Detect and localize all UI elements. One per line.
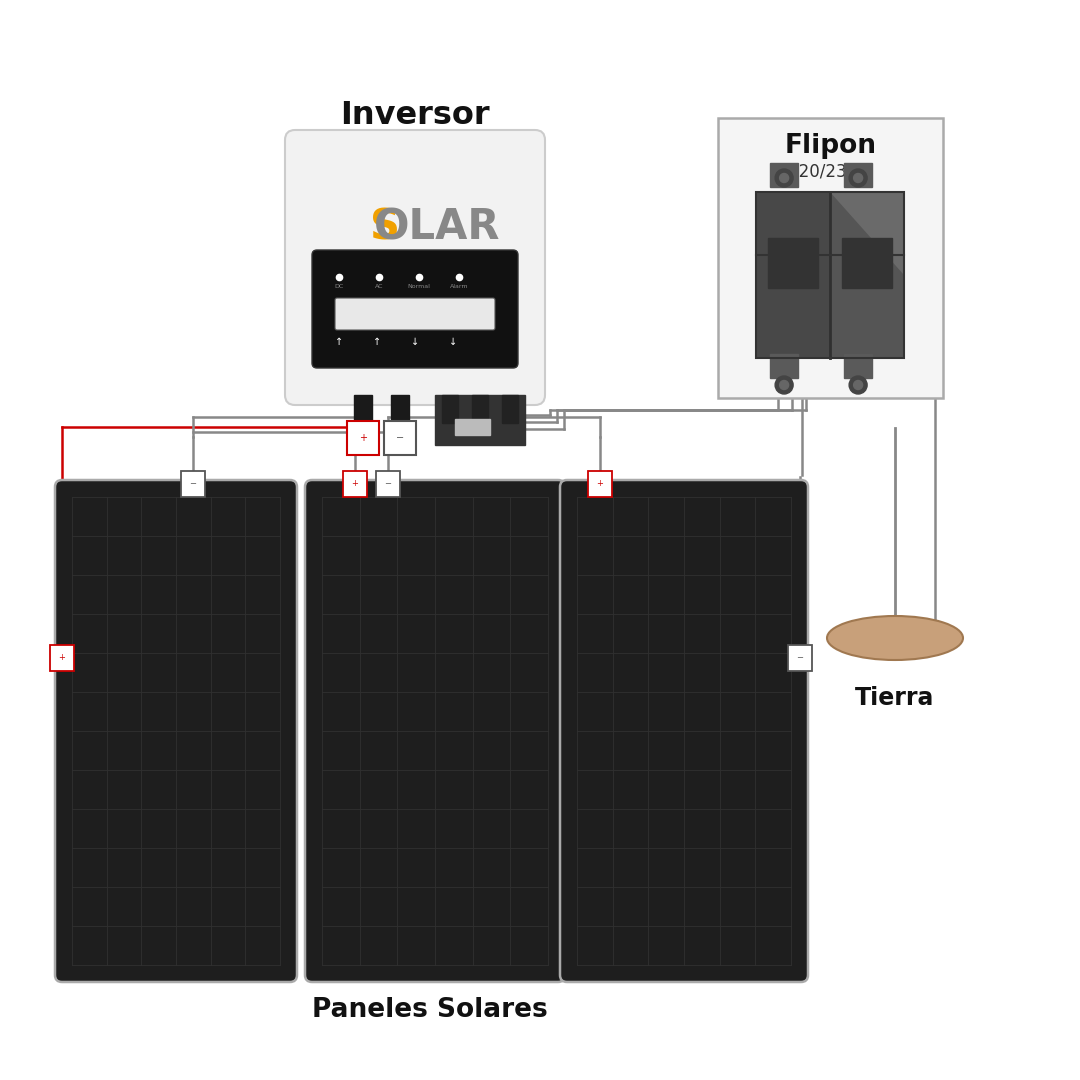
Circle shape [780, 174, 788, 183]
Bar [435, 395, 525, 445]
Bar [770, 354, 798, 378]
Bar [845, 354, 873, 378]
Text: −: − [189, 480, 197, 488]
FancyBboxPatch shape [305, 480, 565, 982]
Polygon shape [831, 192, 904, 357]
Text: Alarm: Alarm [449, 284, 469, 289]
Text: Flipon: Flipon [784, 133, 877, 159]
Text: AC: AC [375, 284, 383, 289]
Text: ↓: ↓ [449, 337, 457, 347]
Circle shape [775, 168, 793, 187]
Circle shape [780, 380, 788, 390]
Bar [845, 163, 873, 187]
Text: +: + [596, 480, 604, 488]
Circle shape [849, 168, 867, 187]
Text: 220/230 v: 220/230 v [788, 163, 873, 181]
Circle shape [853, 174, 863, 183]
Bar [391, 395, 409, 430]
Text: ↑: ↑ [373, 337, 381, 347]
Text: Paneles Solares: Paneles Solares [312, 997, 548, 1023]
FancyBboxPatch shape [561, 480, 808, 982]
Text: −: − [396, 433, 404, 443]
Text: −: − [384, 480, 391, 488]
Bar [770, 163, 798, 187]
Bar [472, 395, 488, 423]
Ellipse shape [827, 616, 963, 660]
Bar [768, 239, 818, 288]
FancyBboxPatch shape [55, 480, 297, 982]
Text: DC: DC [335, 284, 343, 289]
Bar [756, 192, 904, 357]
FancyBboxPatch shape [718, 118, 943, 399]
Circle shape [853, 380, 863, 390]
Circle shape [775, 376, 793, 394]
Bar [455, 419, 490, 435]
Text: +: + [58, 653, 66, 662]
Text: −: − [797, 653, 804, 662]
FancyBboxPatch shape [285, 130, 545, 405]
Text: Tierra: Tierra [855, 686, 934, 710]
Bar [442, 395, 458, 423]
Text: ↑: ↑ [335, 337, 343, 347]
Polygon shape [831, 192, 904, 275]
Text: OLAR: OLAR [374, 207, 500, 249]
Bar [502, 395, 518, 423]
Bar [842, 239, 892, 288]
Bar [354, 395, 372, 430]
Text: S: S [370, 207, 400, 249]
Text: +: + [352, 480, 359, 488]
Circle shape [849, 376, 867, 394]
Text: Normal: Normal [407, 284, 431, 289]
Text: ↓: ↓ [410, 337, 419, 347]
Text: +: + [359, 433, 367, 443]
Text: Inversor: Inversor [340, 99, 490, 131]
Polygon shape [756, 192, 831, 357]
FancyBboxPatch shape [312, 249, 518, 368]
FancyBboxPatch shape [335, 298, 495, 330]
